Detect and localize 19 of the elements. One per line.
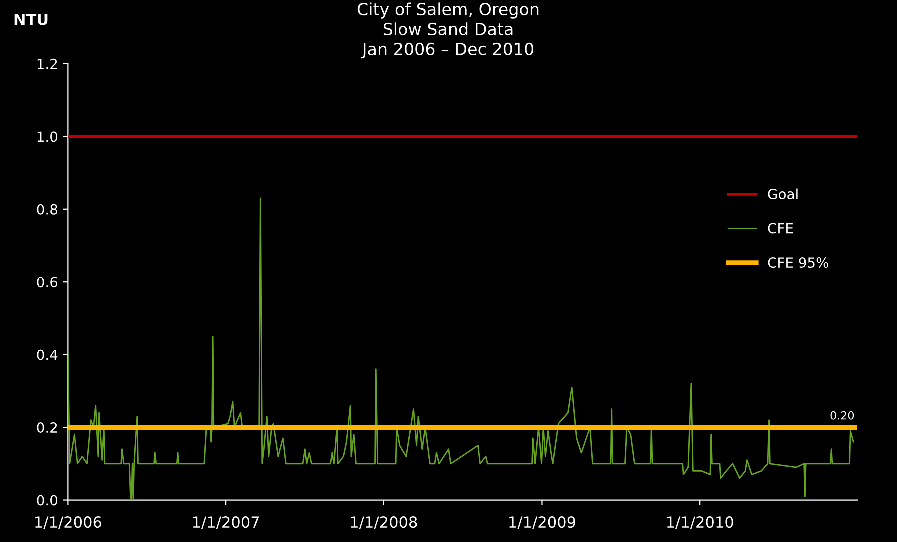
line-series [68, 198, 854, 500]
y-tick-label: 0.6 [37, 277, 58, 288]
x-tick-label: 1/1/2010 [667, 516, 734, 530]
y-tick-label: 0.2 [37, 422, 58, 434]
x-tick-label: 1/1/2006 [36, 516, 102, 530]
data-label: 0.20 [830, 411, 854, 420]
chart-title: City of Salem, Oregon Slow Sand Data Jan 2006 – Dec 2010 [358, 2, 539, 59]
y-axis-title: NTU [14, 14, 48, 26]
legend-label: CFE [768, 223, 794, 234]
y-tick-label: 1.2 [38, 58, 58, 70]
x-tick-label: 1/1/2008 [351, 516, 418, 530]
y-tick-label: 0.8 [37, 204, 58, 215]
legend-label: CFE 95% [768, 258, 828, 268]
x-tick-label: 1/1/2007 [193, 516, 260, 530]
legend-label: Goal [768, 188, 798, 200]
x-tick-label: 1/1/2009 [510, 516, 576, 530]
y-tick-label: 1.0 [38, 132, 58, 142]
y-tick-label: 0.4 [37, 350, 58, 360]
y-tick-label: 0.0 [37, 495, 58, 506]
